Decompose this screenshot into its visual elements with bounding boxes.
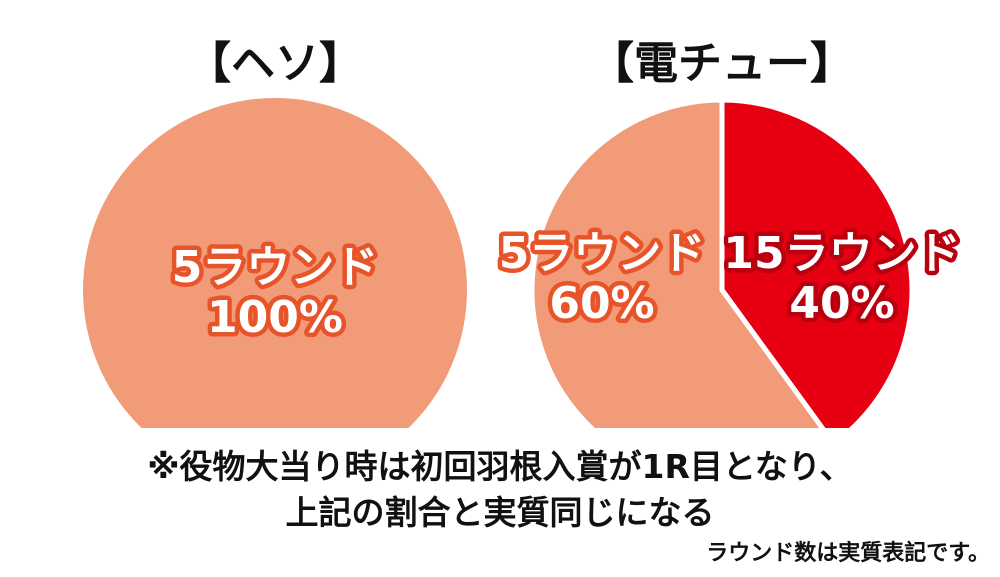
slice-percent-label: 60% (549, 278, 654, 329)
pie-title: 【ヘソ】 (187, 38, 363, 89)
notes-backdrop (110, 428, 890, 540)
slice-round-label: 15ラウンド (723, 228, 960, 279)
slice-percent-label: 100% (207, 292, 343, 343)
note-line-1: ※役物大当り時は初回羽根入賞が1R目となり、 (147, 447, 852, 486)
note-line-2: 上記の割合と実質同じになる (286, 493, 715, 532)
pie-slice-2-1 (719, 97, 915, 448)
slice-round-label: 5ラウンド (499, 228, 706, 279)
footnote: ラウンド数は実質表記です。 (706, 540, 990, 566)
pie-title: 【電チュー】 (590, 38, 854, 89)
slice-round-label: 5ラウンド (172, 242, 379, 293)
pie-slice-1-1 (83, 98, 467, 482)
slice-percent-label: 40% (789, 278, 894, 329)
